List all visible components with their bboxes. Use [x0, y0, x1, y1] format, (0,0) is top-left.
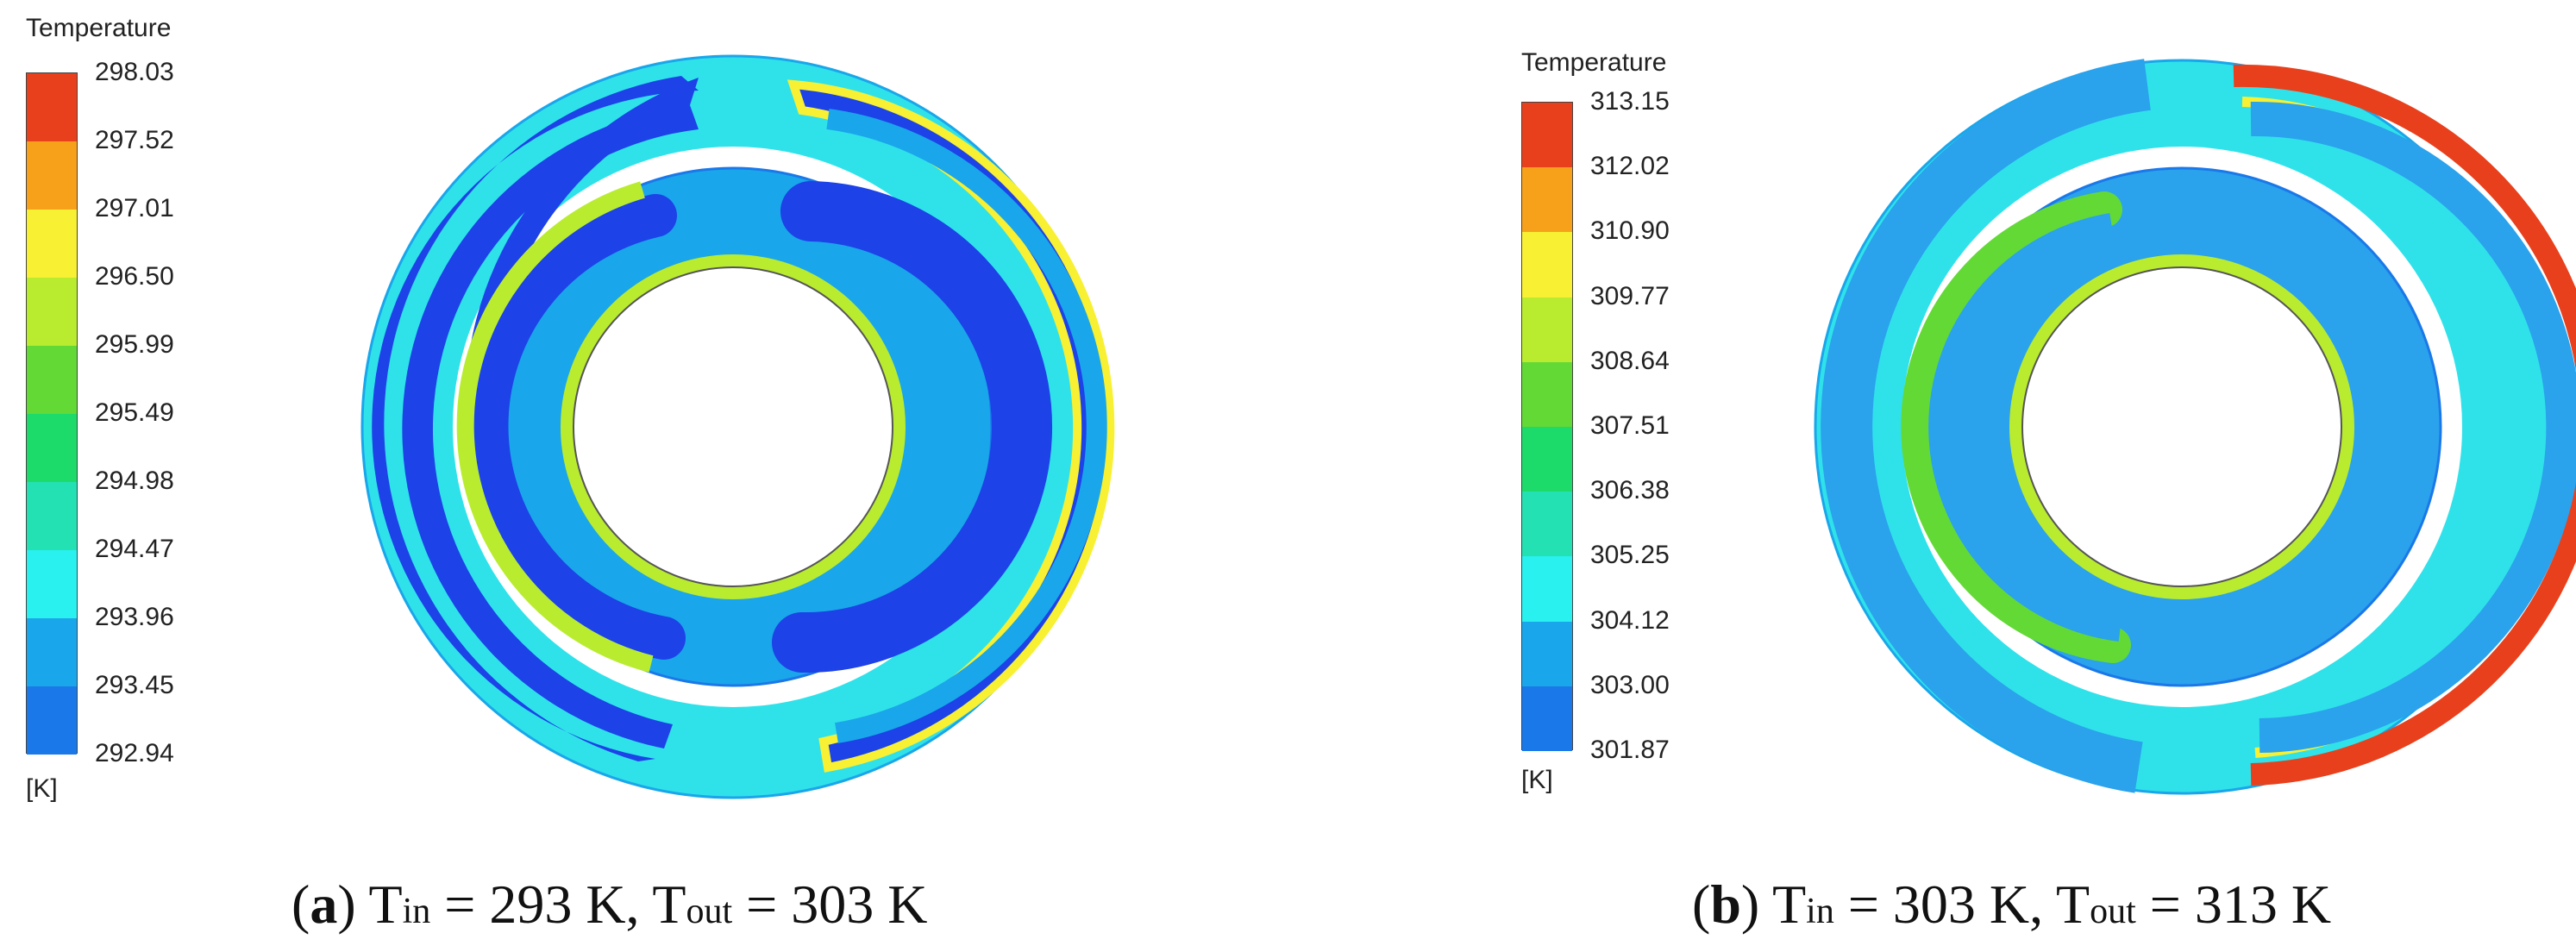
caption-eq1: = 303 K,	[1833, 874, 2056, 935]
legend-tick-label: 309.77	[1590, 281, 1670, 310]
temperature-contour-a	[360, 54, 1115, 799]
legend-tick-label: 295.49	[95, 398, 174, 427]
legend-tick-label: 310.90	[1590, 216, 1670, 246]
caption-t2: T	[652, 874, 686, 935]
legend-tick-label: 303.00	[1590, 670, 1670, 699]
legend-tick-label: 298.03	[95, 58, 174, 86]
inner-channel-right	[772, 181, 1052, 673]
color-bar-segment	[1522, 297, 1572, 362]
legend-unit: [K]	[1521, 766, 1553, 794]
color-bar-segment	[27, 550, 77, 618]
legend-title: Temperature	[1521, 48, 1667, 77]
panel-a: Temperature [K] 298.03 297.52 297.01 296.50…	[26, 14, 1115, 935]
legend-unit: [K]	[26, 774, 58, 803]
color-bar-segment	[27, 210, 77, 278]
caption-letter: a	[310, 874, 338, 935]
legend-tick-label: 307.51	[1590, 411, 1670, 440]
caption-b: (b) Tin = 303 K, Tout = 313 K	[1692, 874, 2332, 935]
color-bar-segment	[1522, 556, 1572, 622]
color-bar-segment	[27, 346, 77, 414]
color-bar-segment	[1522, 167, 1572, 233]
legend-tick-label: 312.02	[1590, 152, 1670, 181]
legend-tick-label: 304.12	[1590, 605, 1670, 635]
legend-tick-label: 297.52	[95, 126, 174, 154]
legend-tick-label: 301.87	[1590, 736, 1670, 764]
inner-hole	[573, 266, 893, 587]
temperature-contour-b	[1814, 59, 2576, 795]
caption-sub2: out	[686, 892, 733, 931]
color-bar-segment	[1522, 103, 1572, 168]
legend-tick-label: 308.64	[1590, 346, 1670, 375]
color-bar-segment	[1522, 361, 1572, 427]
color-bar-segment	[1522, 492, 1572, 557]
color-bar-segment	[27, 618, 77, 686]
legend-a: Temperature [K] 298.03 297.52 297.01 296.50…	[26, 14, 216, 816]
color-bar-segment	[27, 482, 77, 550]
legend-tick-label: 296.50	[95, 262, 174, 291]
color-bar-segment	[27, 414, 77, 482]
color-bar-segment	[1522, 232, 1572, 298]
caption-eq2: = 313 K	[2135, 874, 2332, 935]
legend-tick-label: 305.25	[1590, 541, 1670, 570]
color-bar-segment	[1522, 621, 1572, 686]
outer-channel-right	[2233, 64, 2576, 786]
legend-tick-label: 306.38	[1590, 476, 1670, 505]
caption-eq2: = 303 K	[732, 874, 928, 935]
color-bar-segment	[27, 686, 77, 755]
inner-channel-left	[1901, 191, 2131, 663]
outer-channel-left	[1821, 59, 2151, 793]
color-bar-segment	[27, 278, 77, 346]
caption-letter: b	[1710, 874, 1741, 935]
legend-tick-label: 293.45	[95, 671, 174, 699]
panel-b: Temperature [K] 313.15 312.02 310.90 309.77…	[1492, 0, 2576, 952]
caption-eq1: = 293 K,	[430, 874, 653, 935]
color-bar-segment	[1522, 686, 1572, 751]
caption-t2: T	[2055, 874, 2090, 935]
legend-tick-label: 294.98	[95, 467, 174, 495]
caption-t1: T	[1772, 874, 1807, 935]
color-bar-segment	[27, 73, 77, 141]
legend-b: Temperature [K] 313.15 312.02 310.90 309.77…	[1521, 48, 1711, 807]
caption-t1: T	[368, 874, 403, 935]
inner-channel-left	[465, 194, 686, 660]
color-bar	[26, 72, 78, 755]
color-bar-segment	[1522, 426, 1572, 492]
inner-hole	[2021, 266, 2342, 587]
legend-tick-label: 313.15	[1590, 87, 1670, 116]
legend-tick-label: 294.47	[95, 535, 174, 563]
color-bar-segment	[27, 141, 77, 210]
legend-tick-label: 297.01	[95, 194, 174, 222]
color-bar	[1521, 102, 1573, 751]
legend-title: Temperature	[26, 14, 172, 42]
caption-sub1: in	[1806, 892, 1834, 931]
caption-a: (a) Tin = 293 K, Tout = 303 K	[291, 874, 928, 935]
caption-sub2: out	[2090, 892, 2136, 931]
legend-tick-label: 292.94	[95, 739, 174, 767]
legend-tick-label: 295.99	[95, 330, 174, 359]
caption-sub1: in	[402, 892, 431, 931]
legend-tick-label: 293.96	[95, 603, 174, 631]
outer-channel-right	[787, 79, 1115, 773]
